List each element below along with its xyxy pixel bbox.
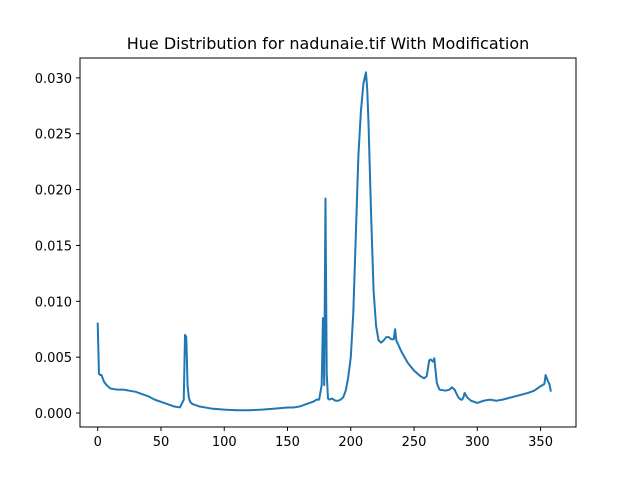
x-tick-label: 250 xyxy=(402,435,427,450)
x-tick-label: 350 xyxy=(528,435,553,450)
x-tick-label: 150 xyxy=(275,435,300,450)
x-tick-label: 200 xyxy=(338,435,363,450)
y-tick-label: 0.025 xyxy=(35,128,72,143)
y-tick-label: 0.030 xyxy=(35,72,72,87)
x-tick-label: 0 xyxy=(94,435,102,450)
axes-frame xyxy=(79,57,577,428)
y-tick-label: 0.015 xyxy=(35,239,72,254)
hue-series-line xyxy=(96,71,552,412)
plot-area xyxy=(96,71,552,412)
x-tick-label: 300 xyxy=(465,435,490,450)
y-tick-label: 0.000 xyxy=(35,407,72,422)
chart-title: Hue Distribution for nadunaie.tif With M… xyxy=(127,34,530,53)
y-tick-label: 0.005 xyxy=(35,351,72,366)
x-tick-label: 100 xyxy=(212,435,237,450)
y-tick-label: 0.020 xyxy=(35,184,72,199)
x-tick-label: 50 xyxy=(153,435,170,450)
x-axis: 0 50 100 150 200 250 300 350 xyxy=(94,427,553,450)
y-tick-label: 0.010 xyxy=(35,295,72,310)
y-axis: 0.000 0.005 0.010 0.015 0.020 0.025 0.030 xyxy=(35,72,80,422)
